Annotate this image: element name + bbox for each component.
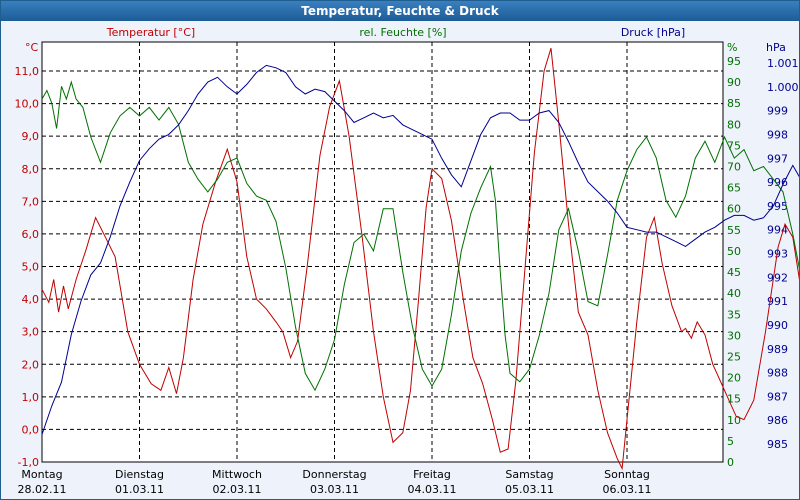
series-line-humidity	[41, 80, 799, 392]
x-day-label: Montag	[21, 468, 62, 481]
pressure-tick-label: 995	[767, 200, 788, 213]
legend-temperature: Temperatur [°C]	[106, 26, 195, 39]
x-date-label: 01.03.11	[115, 483, 164, 496]
pressure-tick-label: 990	[767, 319, 788, 332]
x-day-label: Mittwoch	[212, 468, 262, 481]
temperature-tick-label: 5,0	[22, 261, 40, 274]
x-day-label: Samstag	[505, 468, 553, 481]
humidity-tick-label: 20	[727, 372, 741, 385]
temperature-tick-label: 10,0	[15, 98, 40, 111]
pressure-tick-label: 998	[767, 128, 788, 141]
x-date-label: 03.03.11	[310, 483, 359, 496]
x-day-label: Donnerstag	[302, 468, 366, 481]
humidity-unit: %	[727, 41, 737, 54]
humidity-tick-label: 10	[727, 414, 741, 427]
humidity-tick-label: 15	[727, 393, 741, 406]
chart-svg: -1,0 0,0 1,0 2,0 3,0 4,0 5,0 6,0 7,0 8,0 9,0 10,0 11…	[15, 26, 799, 496]
pressure-tick-label: 996	[767, 176, 788, 189]
x-day-label: Dienstag	[115, 468, 164, 481]
pressure-tick-label: 994	[767, 224, 788, 237]
humidity-tick-label: 95	[727, 55, 741, 68]
pressure-tick-label: 987	[767, 390, 788, 403]
humidity-tick-label: 5	[727, 435, 734, 448]
window-title: Temperatur, Feuchte & Druck	[1, 1, 799, 21]
x-date-label: 04.03.11	[408, 483, 457, 496]
x-date-label: 06.03.11	[603, 483, 652, 496]
pressure-tick-label: 986	[767, 414, 788, 427]
grid-lines	[42, 42, 723, 463]
pressure-tick-label: 991	[767, 295, 788, 308]
humidity-tick-label: 30	[727, 329, 741, 342]
pressure-tick-label: 1.001	[767, 57, 799, 70]
temperature-tick-label: 6,0	[22, 228, 40, 241]
temperature-unit: °C	[25, 41, 39, 54]
temperature-tick-label: -1,0	[18, 456, 39, 469]
pressure-tick-label: 999	[767, 105, 788, 118]
x-date-label: 02.03.11	[213, 483, 262, 496]
temperature-ticks: -1,0 0,0 1,0 2,0 3,0 4,0 5,0 6,0 7,0 8,0 9,0 10,0 11…	[15, 65, 40, 469]
humidity-tick-label: 50	[727, 245, 741, 258]
pressure-tick-label: 1.000	[767, 81, 799, 94]
humidity-tick-label: 0	[727, 456, 734, 469]
pressure-unit: hPa	[766, 41, 786, 54]
temperature-tick-label: 9,0	[22, 130, 40, 143]
humidity-tick-label: 65	[727, 182, 741, 195]
x-date-label: 28.02.11	[18, 483, 67, 496]
humidity-tick-label: 35	[727, 308, 741, 321]
temperature-tick-label: 2,0	[22, 358, 40, 371]
pressure-tick-label: 988	[767, 367, 788, 380]
humidity-tick-label: 55	[727, 224, 741, 237]
legend-humidity: rel. Feuchte [%]	[359, 26, 446, 39]
pressure-tick-label: 997	[767, 152, 788, 165]
pressure-tick-label: 992	[767, 271, 788, 284]
temperature-tick-label: 11,0	[15, 65, 40, 78]
pressure-ticks: 9859869879889899909919929939949959969979…	[767, 57, 799, 451]
humidity-tick-label: 80	[727, 118, 741, 131]
temperature-tick-label: 4,0	[22, 293, 40, 306]
x-day-label: Sonntag	[604, 468, 650, 481]
humidity-tick-label: 60	[727, 203, 741, 216]
temperature-tick-label: 1,0	[22, 391, 40, 404]
x-day-label: Freitag	[413, 468, 451, 481]
pressure-tick-label: 985	[767, 438, 788, 451]
temperature-tick-label: 0,0	[22, 423, 40, 436]
temperature-tick-label: 7,0	[22, 195, 40, 208]
series-group	[41, 48, 799, 471]
temperature-tick-label: 3,0	[22, 326, 40, 339]
humidity-tick-label: 85	[727, 97, 741, 110]
legend-pressure: Druck [hPa]	[621, 26, 685, 39]
plot-area	[41, 41, 724, 463]
humidity-tick-label: 70	[727, 161, 741, 174]
humidity-tick-label: 25	[727, 350, 741, 363]
series-line-temperature	[41, 48, 799, 471]
humidity-tick-label: 40	[727, 287, 741, 300]
humidity-tick-label: 45	[727, 266, 741, 279]
series-line-pressure	[41, 64, 799, 435]
temperature-tick-label: 8,0	[22, 163, 40, 176]
humidity-tick-label: 90	[727, 76, 741, 89]
pressure-tick-label: 989	[767, 343, 788, 356]
x-date-label: 05.03.11	[505, 483, 554, 496]
x-axis-labels: Montag 28.02.11 Dienstag 01.03.11 Mittwoch 02…	[18, 468, 652, 496]
